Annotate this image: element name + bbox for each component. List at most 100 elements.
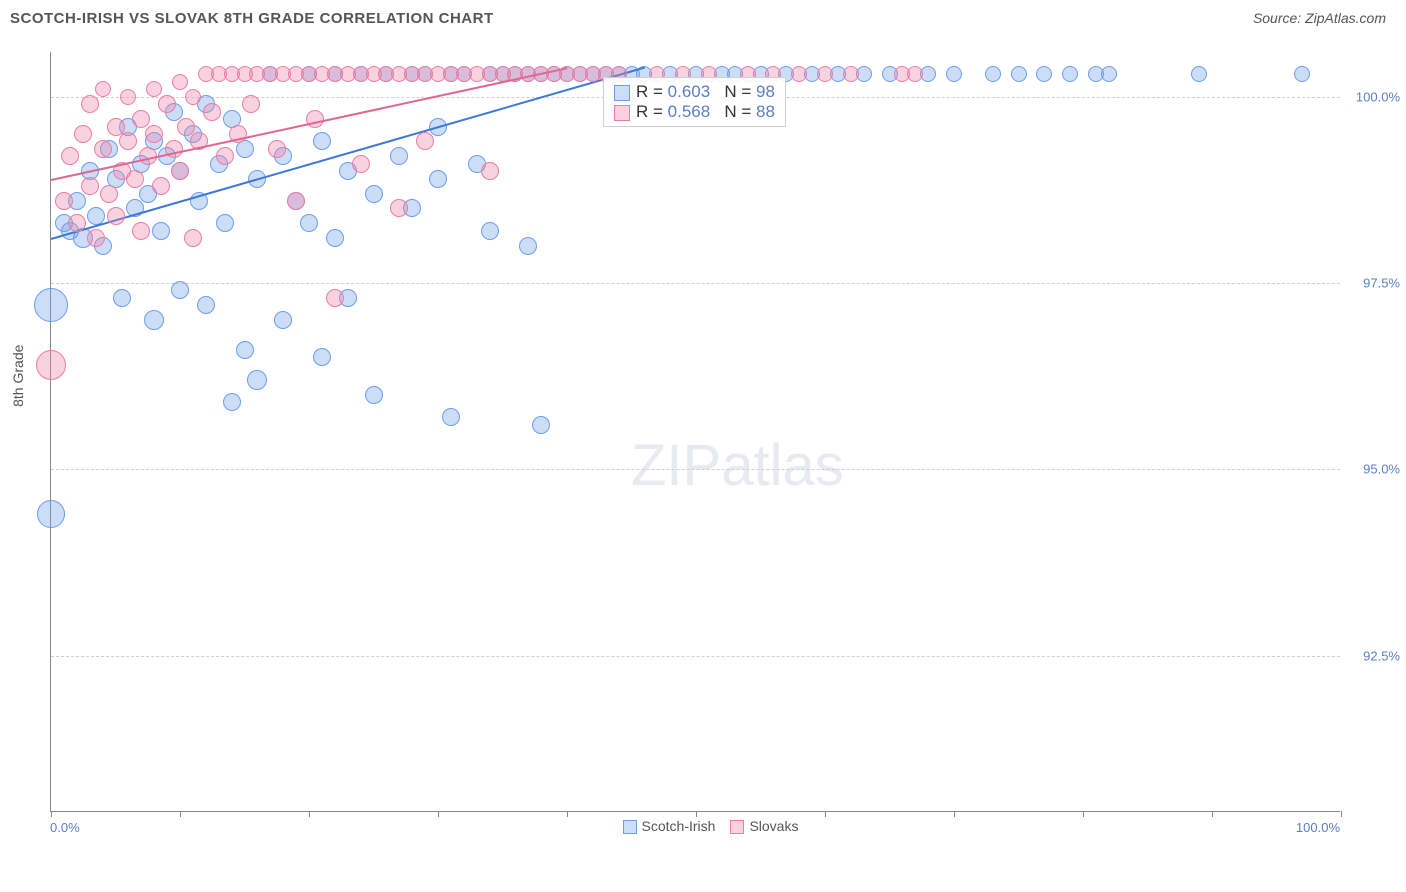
x-tick [954, 811, 955, 817]
chart-source: Source: ZipAtlas.com [1253, 10, 1386, 26]
chart-title: SCOTCH-IRISH VS SLOVAK 8TH GRADE CORRELA… [10, 10, 494, 27]
data-point [1294, 66, 1310, 82]
data-point [100, 185, 118, 203]
y-tick-label: 92.5% [1345, 648, 1400, 663]
data-point [287, 192, 305, 210]
data-point [236, 341, 254, 359]
gridline [51, 469, 1340, 470]
y-axis-label: 8th Grade [10, 345, 26, 407]
legend-label: Scotch-Irish [642, 818, 716, 834]
data-point [152, 177, 170, 195]
data-point [95, 81, 111, 97]
legend-swatch [614, 85, 630, 101]
data-point [1011, 66, 1027, 82]
data-point [985, 66, 1001, 82]
data-point [791, 66, 807, 82]
data-point [171, 281, 189, 299]
data-point [306, 110, 324, 128]
data-point [247, 370, 267, 390]
data-point [107, 207, 125, 225]
data-point [1101, 66, 1117, 82]
data-point [132, 222, 150, 240]
stat-r-label: R = [636, 82, 668, 101]
x-tick [1341, 811, 1342, 817]
data-point [365, 386, 383, 404]
x-tick [51, 811, 52, 817]
x-tick [696, 811, 697, 817]
stats-row: R = 0.603 N = 98 [614, 82, 775, 102]
data-point [74, 125, 92, 143]
data-point [390, 199, 408, 217]
data-point [152, 222, 170, 240]
data-point [532, 416, 550, 434]
watermark: ZIPatlas [631, 432, 844, 499]
plot-area: ZIPatlas 100.0%97.5%95.0%92.5%R = 0.603 … [50, 52, 1340, 812]
data-point [185, 89, 201, 105]
x-tick [180, 811, 181, 817]
data-point [126, 170, 144, 188]
gridline [51, 283, 1340, 284]
stat-n-label: N = [710, 102, 756, 121]
data-point [843, 66, 859, 82]
data-point [313, 348, 331, 366]
y-tick-label: 97.5% [1345, 275, 1400, 290]
data-point [81, 95, 99, 113]
data-point [390, 147, 408, 165]
data-point [429, 170, 447, 188]
x-tick [438, 811, 439, 817]
legend-swatch [623, 820, 637, 834]
data-point [481, 162, 499, 180]
data-point [216, 214, 234, 232]
data-point [197, 296, 215, 314]
y-tick-label: 100.0% [1345, 89, 1400, 104]
x-tick [1212, 811, 1213, 817]
data-point [132, 110, 150, 128]
data-point [87, 229, 105, 247]
data-point [519, 237, 537, 255]
data-point [946, 66, 962, 82]
legend-label: Slovaks [749, 818, 798, 834]
data-point [34, 288, 68, 322]
data-point [177, 118, 195, 136]
data-point [144, 310, 164, 330]
data-point [1036, 66, 1052, 82]
data-point [120, 89, 136, 105]
data-point [172, 74, 188, 90]
data-point [1191, 66, 1207, 82]
data-point [146, 81, 162, 97]
data-point [326, 289, 344, 307]
stat-n-label: N = [710, 82, 756, 101]
chart-container: SCOTCH-IRISH VS SLOVAK 8TH GRADE CORRELA… [10, 10, 1396, 882]
data-point [81, 177, 99, 195]
data-point [37, 500, 65, 528]
data-point [242, 95, 260, 113]
data-point [68, 214, 86, 232]
data-point [94, 140, 112, 158]
data-point [817, 66, 833, 82]
data-point [61, 147, 79, 165]
data-point [145, 125, 163, 143]
data-point [907, 66, 923, 82]
legend-swatch [614, 105, 630, 121]
data-point [223, 393, 241, 411]
stat-n-value: 88 [756, 102, 775, 121]
stat-r-value: 0.603 [668, 82, 711, 101]
data-point [300, 214, 318, 232]
data-point [416, 132, 434, 150]
data-point [326, 229, 344, 247]
data-point [36, 350, 66, 380]
data-point [184, 229, 202, 247]
x-tick [1083, 811, 1084, 817]
data-point [352, 155, 370, 173]
stat-r-value: 0.568 [668, 102, 711, 121]
data-point [216, 147, 234, 165]
stat-n-value: 98 [756, 82, 775, 101]
gridline [51, 656, 1340, 657]
data-point [481, 222, 499, 240]
stat-r-label: R = [636, 102, 668, 121]
stats-row: R = 0.568 N = 88 [614, 102, 775, 122]
data-point [365, 185, 383, 203]
data-point [1062, 66, 1078, 82]
legend-swatch [730, 820, 744, 834]
data-point [55, 192, 73, 210]
